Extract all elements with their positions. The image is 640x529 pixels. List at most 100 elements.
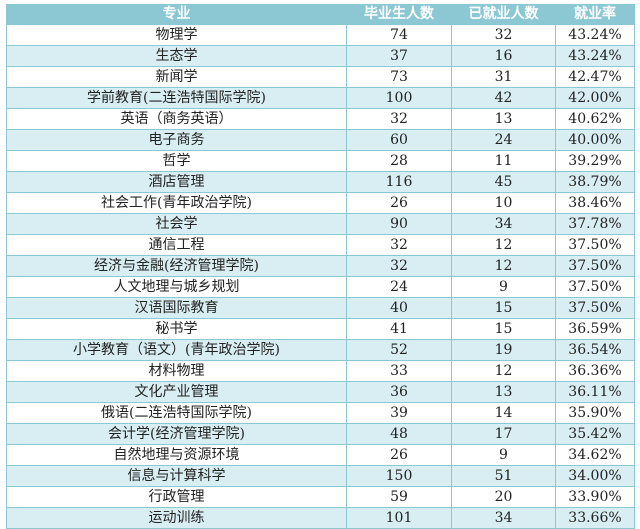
cell-graduates: 52 (346, 339, 452, 361)
cell-major: 生态学 (6, 45, 347, 67)
cell-major: 社会工作(青年政治学院) (6, 192, 347, 214)
cell-major: 汉语国际教育 (6, 297, 347, 319)
cell-employed: 51 (451, 465, 556, 487)
table-header-row: 专业 毕业生人数 已就业人数 就业率 (6, 4, 635, 25)
cell-major: 自然地理与资源环境 (6, 444, 347, 466)
cell-employment-rate: 36.54% (555, 339, 635, 361)
table-row: 电子商务 60 24 40.00% (6, 129, 635, 151)
table-row: 运动训练 101 34 33.66% (6, 507, 635, 529)
table-row: 秘书学 41 15 36.59% (6, 318, 635, 340)
cell-employment-rate: 42.00% (555, 87, 635, 109)
table-row: 社会工作(青年政治学院) 26 10 38.46% (6, 192, 635, 214)
cell-employed: 34 (451, 213, 556, 235)
header-employment-rate: 就业率 (555, 4, 635, 25)
cell-graduates: 59 (346, 486, 452, 508)
cell-employment-rate: 38.79% (555, 171, 635, 193)
cell-major: 行政管理 (6, 486, 347, 508)
table-row: 物理学 74 32 43.24% (6, 24, 635, 46)
cell-employment-rate: 43.24% (555, 24, 635, 46)
cell-employed: 13 (451, 381, 556, 403)
cell-employment-rate: 37.50% (555, 234, 635, 256)
cell-employed: 10 (451, 192, 556, 214)
table-row: 学前教育(二连浩特国际学院) 100 42 42.00% (6, 87, 635, 109)
cell-graduates: 26 (346, 444, 452, 466)
cell-graduates: 37 (346, 45, 452, 67)
cell-employment-rate: 38.46% (555, 192, 635, 214)
cell-major: 哲学 (6, 150, 347, 172)
table-row: 俄语(二连浩特国际学院) 39 14 35.90% (6, 402, 635, 424)
cell-employment-rate: 37.50% (555, 297, 635, 319)
cell-graduates: 26 (346, 192, 452, 214)
cell-graduates: 90 (346, 213, 452, 235)
cell-graduates: 73 (346, 66, 452, 88)
cell-major: 运动训练 (6, 507, 347, 529)
cell-employed: 9 (451, 444, 556, 466)
table-row: 通信工程 32 12 37.50% (6, 234, 635, 256)
cell-employment-rate: 35.90% (555, 402, 635, 424)
table-row: 生态学 37 16 43.24% (6, 45, 635, 67)
cell-major: 秘书学 (6, 318, 347, 340)
cell-graduates: 150 (346, 465, 452, 487)
header-employed: 已就业人数 (451, 4, 556, 25)
cell-major: 社会学 (6, 213, 347, 235)
cell-major: 经济与金融(经济管理学院) (6, 255, 347, 277)
cell-graduates: 74 (346, 24, 452, 46)
table-row: 新闻学 73 31 42.47% (6, 66, 635, 88)
cell-employed: 34 (451, 507, 556, 529)
cell-employment-rate: 33.66% (555, 507, 635, 529)
cell-graduates: 100 (346, 87, 452, 109)
cell-employed: 45 (451, 171, 556, 193)
cell-employed: 12 (451, 255, 556, 277)
cell-graduates: 41 (346, 318, 452, 340)
table-row: 自然地理与资源环境 26 9 34.62% (6, 444, 635, 466)
cell-major: 物理学 (6, 24, 347, 46)
cell-graduates: 48 (346, 423, 452, 445)
cell-employed: 19 (451, 339, 556, 361)
table-row: 英语（商务英语） 32 13 40.62% (6, 108, 635, 130)
employment-rate-table: 专业 毕业生人数 已就业人数 就业率 物理学 74 32 43.24% 生态学 37 16 43.2… (6, 4, 635, 529)
cell-major: 新闻学 (6, 66, 347, 88)
cell-graduates: 40 (346, 297, 452, 319)
cell-graduates: 32 (346, 234, 452, 256)
cell-employed: 9 (451, 276, 556, 298)
cell-major: 酒店管理 (6, 171, 347, 193)
cell-major: 会计学(经济管理学院) (6, 423, 347, 445)
cell-employed: 14 (451, 402, 556, 424)
table-row: 文化产业管理 36 13 36.11% (6, 381, 635, 403)
cell-employed: 42 (451, 87, 556, 109)
cell-employment-rate: 34.62% (555, 444, 635, 466)
cell-major: 材料物理 (6, 360, 347, 382)
cell-employment-rate: 40.00% (555, 129, 635, 151)
cell-employed: 12 (451, 234, 556, 256)
cell-major: 信息与计算科学 (6, 465, 347, 487)
cell-employed: 15 (451, 318, 556, 340)
cell-major: 俄语(二连浩特国际学院) (6, 402, 347, 424)
cell-graduates: 116 (346, 171, 452, 193)
table-row: 经济与金融(经济管理学院) 32 12 37.50% (6, 255, 635, 277)
cell-employment-rate: 35.42% (555, 423, 635, 445)
cell-employment-rate: 43.24% (555, 45, 635, 67)
cell-employment-rate: 42.47% (555, 66, 635, 88)
cell-major: 电子商务 (6, 129, 347, 151)
cell-employment-rate: 37.50% (555, 276, 635, 298)
table-row: 汉语国际教育 40 15 37.50% (6, 297, 635, 319)
cell-employment-rate: 34.00% (555, 465, 635, 487)
cell-employed: 24 (451, 129, 556, 151)
cell-employed: 20 (451, 486, 556, 508)
cell-employment-rate: 33.90% (555, 486, 635, 508)
cell-employed: 15 (451, 297, 556, 319)
cell-employed: 12 (451, 360, 556, 382)
cell-employment-rate: 40.62% (555, 108, 635, 130)
cell-employed: 17 (451, 423, 556, 445)
cell-graduates: 32 (346, 255, 452, 277)
cell-major: 人文地理与城乡规划 (6, 276, 347, 298)
table-row: 材料物理 33 12 36.36% (6, 360, 635, 382)
cell-employed: 13 (451, 108, 556, 130)
cell-graduates: 33 (346, 360, 452, 382)
cell-employed: 31 (451, 66, 556, 88)
table-row: 行政管理 59 20 33.90% (6, 486, 635, 508)
cell-graduates: 32 (346, 108, 452, 130)
header-major: 专业 (6, 4, 347, 25)
cell-graduates: 24 (346, 276, 452, 298)
cell-graduates: 28 (346, 150, 452, 172)
